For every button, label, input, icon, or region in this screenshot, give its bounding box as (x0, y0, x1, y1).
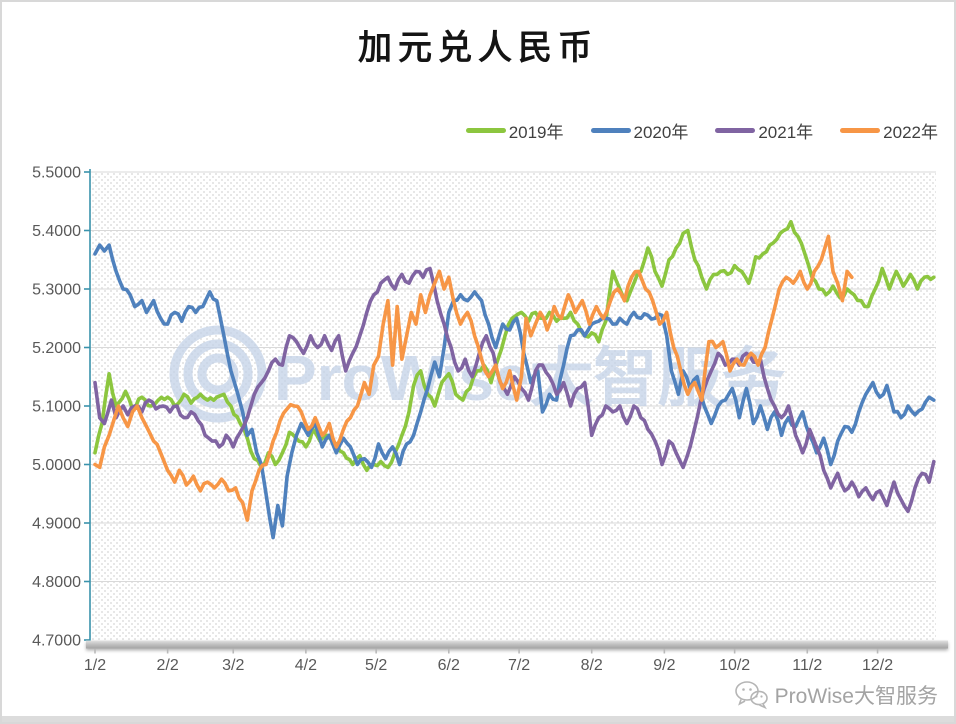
y-tick-label: 4.9000 (32, 516, 81, 533)
legend: 2019年 2020年 2021年 2022年 (2, 118, 938, 142)
y-tick-label: 4.8000 (32, 574, 81, 591)
x-tick-label: 10/2 (719, 657, 750, 674)
y-axis: 5.5000 5.4000 5.3000 5.2000 5.1000 5.0000 4.90… (32, 165, 91, 650)
y-tick-label: 5.0000 (32, 457, 81, 474)
legend-label: 2022年 (883, 122, 938, 142)
legend-item-2019年[interactable]: 2019年 (465, 118, 564, 143)
x-tick-label: 6/2 (438, 657, 460, 674)
legend-label: 2020年 (633, 122, 689, 142)
legend-label: 2021年 (758, 122, 814, 142)
y-tick-label: 5.1000 (32, 399, 81, 416)
x-tick-label: 5/2 (365, 657, 387, 674)
legend-item-2022年[interactable]: 2022年 (840, 118, 938, 143)
y-tick-label: 5.2000 (32, 340, 81, 357)
legend-swatch (715, 127, 756, 133)
prowise-rings-icon (183, 339, 253, 409)
x-tick-label: 2/2 (157, 657, 179, 674)
y-tick-label: 5.5000 (32, 165, 81, 182)
prowise-rings-icon (169, 325, 267, 423)
series-lines (93, 219, 936, 540)
y-tick-label: 5.3000 (32, 282, 81, 299)
x-tick-label: 8/2 (581, 657, 603, 674)
x-tick-label: 1/2 (84, 657, 106, 674)
series-line-2021年[interactable] (93, 266, 936, 514)
chart-title: 加元兑人民币 (358, 28, 598, 68)
footer-brand: ProWise大智服务 (734, 680, 938, 710)
legend-item-2021年[interactable]: 2021年 (715, 118, 813, 143)
x-tick-label: 12/2 (862, 657, 893, 674)
wechat-icon (734, 681, 768, 710)
prowise-rings-icon (197, 353, 239, 395)
y-tick-label: 5.4000 (32, 223, 81, 240)
bottom-divider (2, 716, 954, 722)
x-tick-label: 7/2 (508, 657, 530, 674)
footer-brand-text: ProWise大智服务 (774, 685, 938, 708)
x-tick-label: 9/2 (653, 657, 675, 674)
x-axis: 1/2 2/2 3/2 4/2 5/2 6/2 7/2 8/2 9/2 10/2 11/2 12/2 (84, 640, 948, 674)
series-line-2019年[interactable] (93, 219, 936, 473)
x-tick-label: 4/2 (295, 657, 317, 674)
legend-swatch (465, 127, 506, 133)
y-tick-label: 4.7000 (32, 633, 81, 650)
legend-swatch (840, 127, 881, 133)
legend-item-2020年[interactable]: 2020年 (590, 118, 689, 143)
legend-label: 2019年 (508, 122, 564, 142)
x-tick-label: 3/2 (222, 657, 244, 674)
series-line-2022年[interactable] (93, 234, 854, 522)
legend-swatch (590, 127, 631, 133)
x-tick-label: 11/2 (792, 657, 822, 674)
